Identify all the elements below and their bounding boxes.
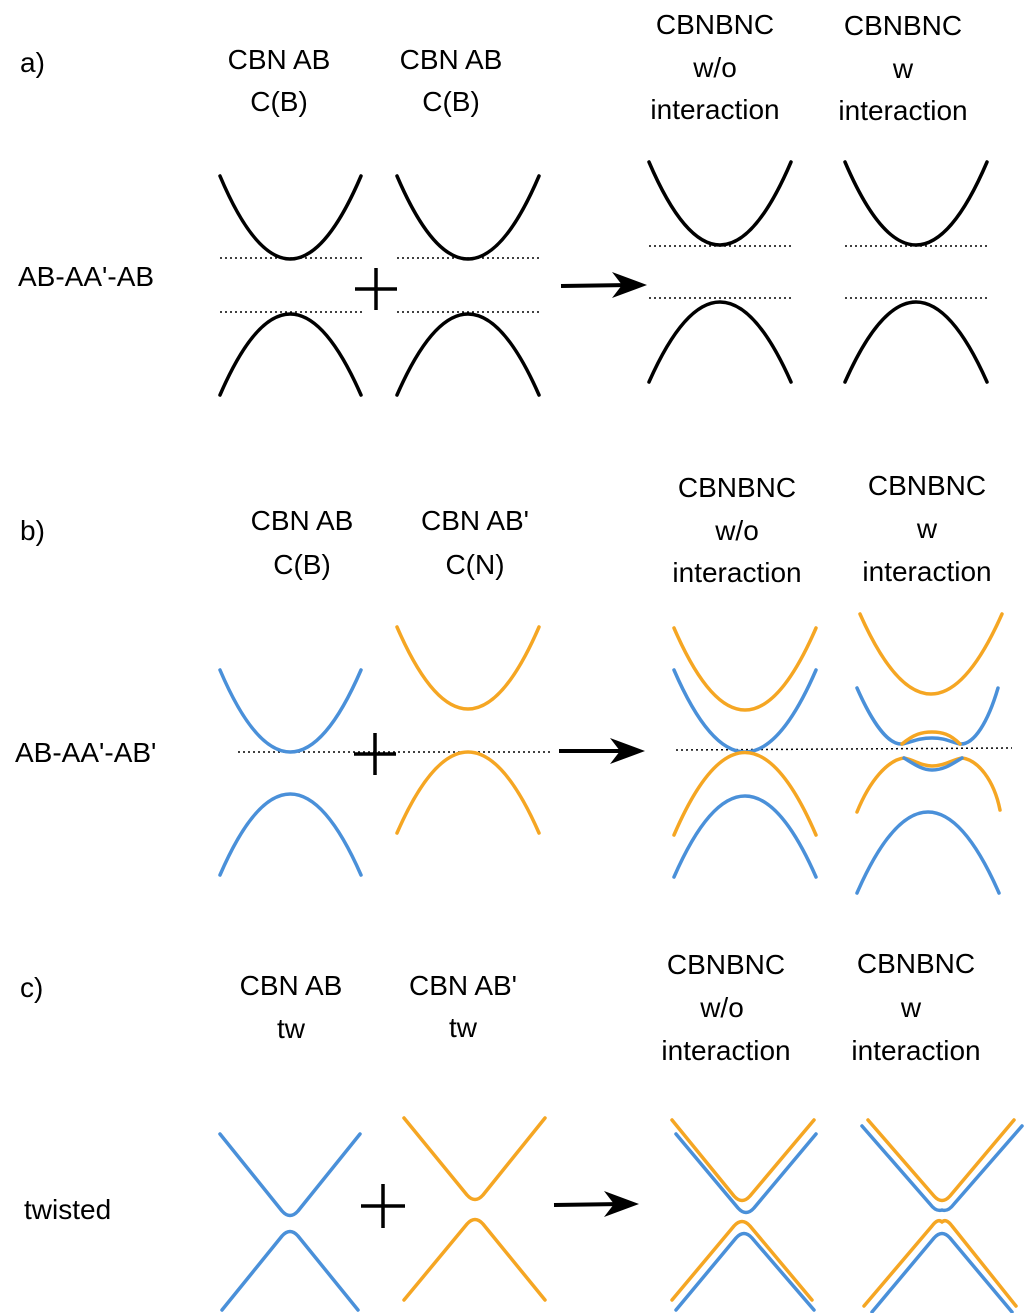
panel-c-col2-line2: tw: [449, 1012, 478, 1043]
panel-b-col1-line2: C(B): [273, 549, 331, 580]
panel-c-col1-line1: CBN AB: [240, 970, 343, 1001]
panel-b-arrowhead-icon: [610, 738, 645, 764]
panel-c-col4-orange-conduction-band: [866, 1118, 1016, 1203]
panel-c-col1-conduction-band: [218, 1132, 362, 1218]
panel-b-col4-upper-hybrid-orange-segment: [900, 730, 962, 746]
panel-c-col4-line1: CBNBNC: [857, 948, 975, 979]
panel-a-col1-conduction-band: [218, 174, 363, 261]
panel-b-col4-line1: CBNBNC: [868, 470, 986, 501]
panel-b-col4-lower-hybrid-blue-segment: [902, 756, 964, 772]
panel-a-row-label: AB-AA'-AB: [18, 261, 154, 292]
panel-a-col4-line3: interaction: [838, 95, 967, 126]
panel-b-col4-line2: w: [916, 513, 938, 544]
panel-c-col4-line3: interaction: [851, 1035, 980, 1066]
panel-b-col1-line1: CBN AB: [251, 505, 354, 536]
panel-a-col3-line3: interaction: [650, 94, 779, 125]
panel-a-col2-conduction-band: [395, 174, 541, 261]
panel-a-col4-line1: CBNBNC: [844, 10, 962, 41]
panel-b-col3-line1: CBNBNC: [678, 472, 796, 503]
panel-b-col4-orange-conduction-band: [858, 612, 1004, 696]
panel-a-col3-conduction-band: [647, 160, 793, 247]
panel-c-col3-blue-valence-band: [674, 1231, 816, 1312]
panel-b-col3-orange-conduction-band: [672, 626, 818, 712]
panel-c-col2-conduction-band: [402, 1116, 547, 1202]
panel-c-col3-line2: w/o: [699, 992, 744, 1023]
panel-b-col3-blue-valence-band: [672, 794, 818, 879]
panel-a-col2-line2: C(B): [422, 86, 480, 117]
panel-c-row-label: twisted: [24, 1194, 111, 1225]
panel-c-col2-valence-band: [402, 1217, 547, 1302]
panel-c-col4-orange-valence-band: [862, 1218, 1018, 1308]
panel-c-col4-blue-valence-band: [870, 1231, 1014, 1313]
panel-b-letter: b): [20, 515, 45, 546]
panel-b-col2-line1: CBN AB': [421, 505, 529, 536]
panel-b-col3-line2: w/o: [714, 515, 759, 546]
panel-b: b) AB-AA'-AB' CBN AB C(B) CBN AB' C(N) C…: [15, 470, 1013, 895]
panel-a-col4-line2: w: [892, 53, 914, 84]
panel-c-letter: c): [20, 972, 43, 1003]
panel-c-arrow-icon: [553, 1202, 623, 1207]
panel-b-col4-line3: interaction: [862, 556, 991, 587]
panel-a-col2-valence-band: [395, 312, 541, 397]
panel-a: a) AB-AA'-AB CBN AB C(B) CBN AB C(B) CBN…: [18, 9, 989, 397]
panel-c-col4-blue-conduction-band: [860, 1124, 1024, 1213]
panel-b-col4-blue-valence-band: [855, 810, 1001, 895]
panel-b-col3-orange-valence-band: [672, 751, 818, 837]
panel-a-col2-line1: CBN AB: [400, 44, 503, 75]
panel-c-col2-line1: CBN AB': [409, 970, 517, 1001]
panel-a-arrowhead-icon: [612, 272, 647, 298]
panel-a-col3-valence-band: [647, 300, 793, 384]
panel-b-col4-upper-hybrid-band: [855, 686, 1000, 746]
panel-b-col3-line3: interaction: [672, 557, 801, 588]
panel-a-arrow-icon: [560, 283, 631, 288]
panel-a-col3-line2: w/o: [692, 52, 737, 83]
panel-c-arrowhead-icon: [604, 1191, 639, 1217]
panel-c-col3-blue-conduction-band: [674, 1132, 818, 1215]
panel-b-col1-conduction-band: [218, 668, 363, 754]
panel-a-col1-line1: CBN AB: [228, 44, 331, 75]
panel-a-col3-line1: CBNBNC: [656, 9, 774, 40]
panel-a-col1-line2: C(B): [250, 86, 308, 117]
panel-c-col3-orange-conduction-band: [670, 1118, 816, 1203]
panel-c-col4-line2: w: [900, 992, 922, 1023]
panel-b-row-label: AB-AA'-AB': [15, 737, 156, 768]
panel-c-col3-orange-valence-band: [670, 1219, 814, 1302]
panel-b-col2-valence-band: [395, 750, 541, 835]
panel-c-col1-line2: tw: [277, 1013, 306, 1044]
panel-a-col4-conduction-band: [843, 160, 989, 247]
panel-a-col1-valence-band: [218, 312, 363, 397]
panel-c-col1-valence-band: [220, 1229, 360, 1312]
panel-b-col4-lower-hybrid-band: [855, 756, 1002, 814]
panel-c-col3-line3: interaction: [661, 1035, 790, 1066]
panel-a-col4-valence-band: [843, 300, 989, 384]
panel-a-letter: a): [20, 47, 45, 78]
panel-c-col3-line1: CBNBNC: [667, 949, 785, 980]
panel-b-col1-valence-band: [218, 792, 363, 877]
panel-b-col2-line2: C(N): [445, 549, 504, 580]
panel-c: c) twisted CBN AB tw CBN AB' tw CBNBNC w…: [20, 948, 1024, 1313]
panel-b-col2-conduction-band: [395, 625, 541, 711]
